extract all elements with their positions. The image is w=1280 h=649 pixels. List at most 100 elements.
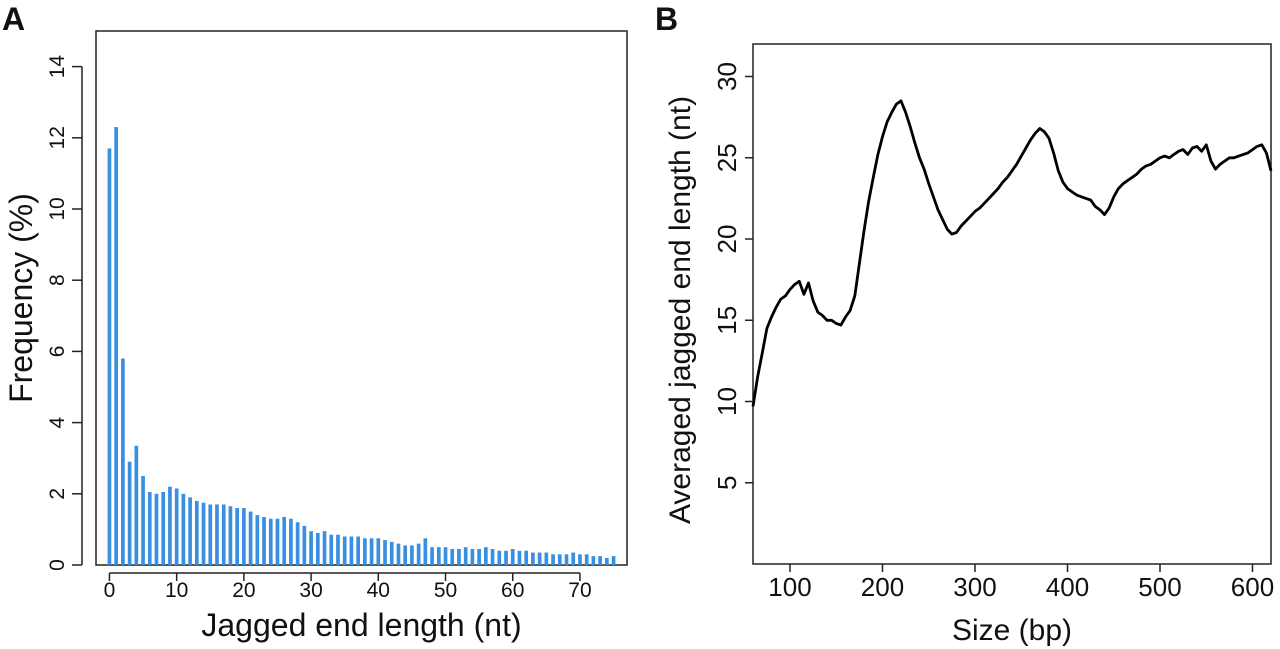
histogram-bar (430, 547, 434, 565)
x-tick-label-a: 70 (568, 579, 591, 602)
x-tick-label-b: 200 (861, 572, 904, 602)
histogram-bar (517, 550, 522, 565)
histogram-bar (410, 545, 414, 565)
panel-label-b: B (655, 1, 678, 37)
histogram-bar (194, 500, 199, 565)
y-tick-label-a: 2 (46, 488, 69, 500)
histogram-bar (457, 548, 461, 565)
histogram-bar (201, 502, 206, 565)
y-tick-label-b: 30 (712, 62, 742, 91)
y-tick-label-a: 6 (46, 346, 69, 358)
x-tick-label-b: 600 (1231, 572, 1274, 602)
histogram-bar (174, 488, 179, 565)
x-tick-label-a: 10 (165, 579, 188, 602)
histogram-bar (470, 548, 475, 565)
histogram-bar (154, 493, 159, 565)
y-tick-label-a: 14 (46, 55, 69, 79)
x-tick-label-b: 100 (768, 572, 811, 602)
histogram-bar (181, 493, 186, 565)
histogram-bar (221, 504, 226, 565)
histogram-bar (141, 476, 145, 565)
histogram-bar (524, 550, 529, 565)
plot-frame-b (752, 43, 1272, 565)
histogram-bar (443, 547, 448, 565)
histogram-bar (396, 543, 401, 565)
histogram-bar (161, 492, 166, 565)
histogram-bar (591, 556, 596, 565)
chart-b-averaged-length-line: 5 10 15 20 25 30 100 200 300 400 500 600 Size (bp) Av… (664, 43, 1274, 647)
y-tick-label-b: 20 (712, 225, 742, 254)
histogram-bar (557, 554, 562, 565)
histogram-bar (450, 548, 455, 565)
histogram-bar (389, 541, 394, 565)
histogram-bar (463, 547, 468, 565)
x-axis-title-a: Jagged end length (nt) (201, 607, 521, 643)
histogram-bar (436, 547, 441, 565)
chart-a-frequency-histogram: 0 2 4 6 8 10 12 14 0 10 20 30 40 50 60 70 Jagged end len… (3, 30, 628, 643)
histogram-bar (268, 518, 273, 565)
x-tick-label-a: 50 (434, 579, 457, 602)
histogram-bar (336, 534, 340, 565)
histogram-bar (490, 548, 495, 565)
histogram-bar (127, 461, 132, 565)
histogram-bar (309, 531, 313, 565)
y-tick-label-a: 12 (46, 126, 69, 149)
histogram-bar (564, 554, 569, 565)
y-tick-label-b: 25 (712, 143, 742, 172)
histogram-bar (255, 515, 260, 565)
histogram-bar (322, 531, 327, 565)
plot-frame-a (95, 30, 628, 566)
histogram-bar (531, 552, 535, 565)
x-tick-label-a: 20 (232, 579, 255, 602)
histogram-bar (208, 504, 213, 565)
histogram-bar (510, 548, 515, 565)
histogram-bar (551, 554, 555, 565)
y-tick-label-b: 10 (712, 387, 742, 416)
histogram-bar (188, 497, 192, 565)
panel-label-a: A (2, 1, 25, 37)
histogram-bar (289, 518, 293, 565)
histogram-bar (544, 552, 549, 565)
x-tick-label-a: 30 (299, 579, 322, 602)
x-axis-title-b: Size (bp) (952, 614, 1072, 647)
y-tick-label-a: 10 (46, 197, 69, 220)
histogram-bar (383, 540, 387, 565)
y-tick-label-a: 8 (46, 274, 69, 286)
histogram-bar (302, 525, 307, 565)
histogram-bar (604, 557, 609, 565)
histogram-bar (248, 511, 253, 565)
histogram-bar (423, 538, 428, 565)
x-tick-label-a: 60 (501, 579, 524, 602)
histogram-bar (356, 536, 360, 565)
y-tick-label-a: 0 (46, 559, 69, 571)
histogram-bar (584, 554, 589, 565)
histogram-bar (483, 547, 488, 565)
histogram-bar (578, 554, 582, 565)
y-axis-title-b: Averaged jagged end length (nt) (664, 96, 697, 524)
x-tick-label-b: 400 (1046, 572, 1089, 602)
histogram-bar (403, 545, 408, 565)
histogram-bar (537, 552, 542, 565)
histogram-bar (262, 516, 266, 565)
histogram-bar (349, 536, 354, 565)
histogram-bar (295, 522, 300, 565)
y-tick-label-b: 5 (712, 476, 742, 490)
histogram-bar (611, 556, 616, 565)
histogram-bar (329, 534, 334, 565)
histogram-bar (504, 550, 508, 565)
histogram-bar (215, 504, 219, 565)
histogram-bar (121, 358, 125, 565)
x-tick-label-a: 0 (104, 579, 116, 602)
y-axis-title-a: Frequency (%) (3, 193, 39, 403)
series-line (751, 99, 1273, 407)
histogram-bar (477, 548, 481, 565)
histogram-bar (598, 556, 602, 565)
histogram-bar (228, 506, 233, 565)
histogram-bar (376, 538, 381, 565)
x-tick-label-a: 40 (367, 579, 390, 602)
histogram-bar (497, 550, 502, 565)
histogram-bar (571, 552, 576, 565)
histogram-bar (315, 532, 320, 565)
histogram-bar (416, 543, 421, 565)
histogram-bar (342, 536, 347, 565)
